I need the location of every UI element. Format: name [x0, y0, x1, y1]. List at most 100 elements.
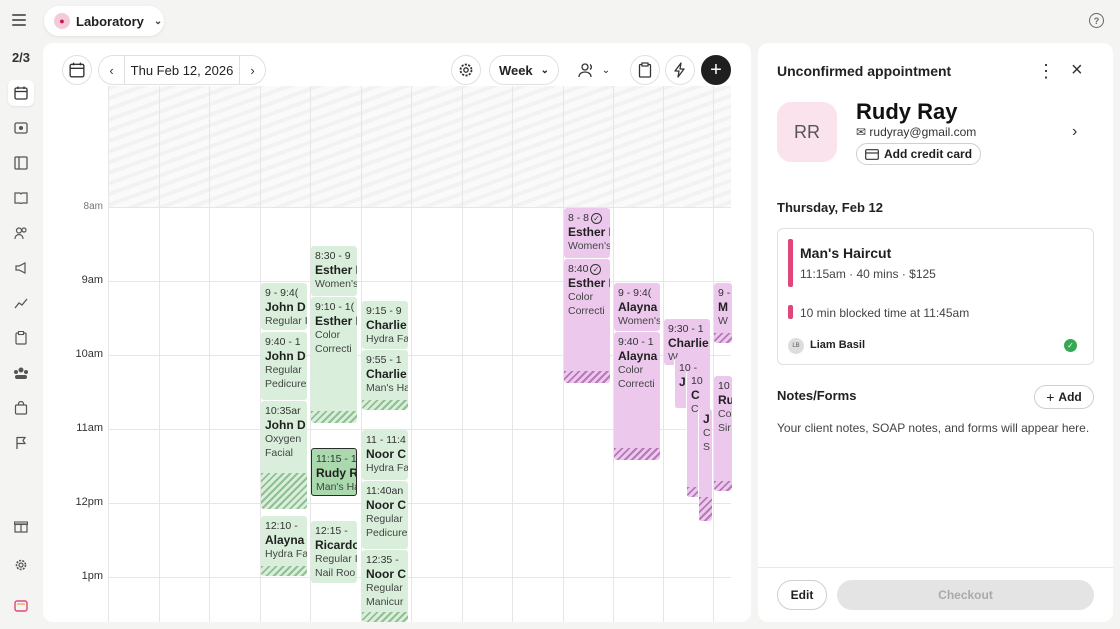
next-day-button[interactable]: › [238, 56, 265, 84]
date-navigator: ‹ Thu Feb 12, 2026 › [98, 55, 266, 85]
close-icon[interactable]: × [1071, 59, 1083, 81]
calendar-panel: ‹ Thu Feb 12, 2026 › Week ⌄ ⌄ + [43, 43, 751, 622]
notes-forms-title: Notes/Forms [777, 388, 857, 403]
divider [758, 567, 1113, 568]
service-color-bar [788, 239, 793, 287]
plus-icon: + [1046, 389, 1055, 405]
calendar-icon [69, 62, 85, 78]
closed-hours-area [108, 86, 731, 207]
panel-title: Unconfirmed appointment [777, 63, 952, 79]
client-email-text: rudyray@gmail.com [869, 125, 977, 139]
appointment-block[interactable]: 9:55 - 1 Charlie Man's Ha [362, 350, 408, 410]
staff-avatar: LB [788, 338, 804, 354]
time-label: 10am [75, 348, 103, 360]
appointment-block[interactable]: 9:10 - 1(Esther I Color Correcti [311, 297, 357, 423]
clients-icon[interactable] [8, 220, 34, 246]
step-counter: 2/3 [11, 50, 31, 65]
calendar-icon[interactable] [8, 80, 34, 106]
previous-day-button[interactable]: ‹ [99, 56, 125, 84]
blocked-time-bar [788, 305, 793, 319]
appointment-block[interactable]: 9:40 - 1 Alayna Color Correcti [614, 332, 660, 460]
appointment-block[interactable]: 10:35ar John D Oxygen Facial [261, 401, 307, 509]
notes-empty-state: Your client notes, SOAP notes, and forms… [777, 421, 1090, 435]
checkmark-icon: ✓ [591, 213, 603, 224]
time-label: 9am [81, 274, 103, 286]
appointment-block[interactable]: 9:30 - 1 Charlie W [664, 319, 710, 365]
edit-button[interactable]: Edit [777, 580, 827, 610]
appointment-block[interactable]: 9:15 - 9 Charlie Hydra Fa [362, 301, 408, 349]
appointment-block[interactable]: 11:40an Noor C Regular Pedicure [362, 481, 408, 549]
checkmark-icon: ✓ [590, 264, 602, 275]
add-credit-card-button[interactable]: Add credit card [856, 143, 982, 165]
settings-button[interactable] [451, 55, 481, 85]
chevron-down-icon: ⌄ [540, 64, 550, 76]
left-rail: 2/3 [0, 0, 42, 629]
appointment-block[interactable]: 8:30 - 9 Esther I Women's [311, 246, 357, 296]
staff-filter-button[interactable]: ⌄ [571, 55, 617, 85]
help-icon[interactable]: ? [1089, 13, 1104, 28]
clipboard-button[interactable] [630, 55, 660, 85]
chevron-down-icon: ⌄ [601, 64, 611, 76]
appointment-block[interactable]: 10 Ru Co Sir [714, 376, 732, 491]
megaphone-icon[interactable] [8, 255, 34, 281]
chevron-down-icon: ⌄ [153, 15, 163, 27]
service-card[interactable]: Man's Haircut 11:15am · 40 mins · $125 1… [777, 228, 1094, 365]
app-icon[interactable] [8, 593, 34, 619]
chevron-right-icon[interactable]: › [1072, 123, 1078, 140]
calendar-picker-button[interactable] [62, 55, 92, 85]
money-icon[interactable] [8, 115, 34, 141]
time-label: 1pm [81, 570, 103, 582]
book-icon[interactable] [8, 185, 34, 211]
time-label: 11am [76, 422, 103, 434]
service-name: Man's Haircut [800, 245, 892, 261]
add-credit-card-label: Add credit card [884, 147, 973, 161]
appointment-block[interactable]: 12:10 - Alayna Hydra Fa [261, 516, 307, 576]
service-details: 11:15am · 40 mins · $125 [800, 267, 936, 281]
appointment-block[interactable]: 9:40 - 1 John D Regular Pedicure [261, 332, 307, 400]
appointment-block[interactable]: 12:35 - Noor C Regular Manicur [362, 550, 408, 622]
quick-action-button[interactable] [665, 55, 695, 85]
appointment-block[interactable]: 9 - 9:4(Alayna Women's [614, 283, 660, 331]
appointment-block[interactable]: 11 - 11:4 Noor C Hydra Fa [362, 430, 408, 480]
checkout-button[interactable]: Checkout [837, 580, 1094, 610]
client-name[interactable]: Rudy Ray [856, 99, 958, 124]
appointment-block[interactable]: 9 - 9:4(John D Regular I [261, 283, 307, 330]
ledger-icon[interactable] [8, 150, 34, 176]
time-label: 8am [83, 201, 103, 212]
current-date[interactable]: Thu Feb 12, 2026 [130, 62, 234, 78]
appointment-block[interactable]: 8 - 8 ✓ Esther I Women's [564, 208, 610, 258]
appointment-block[interactable]: 12:15 - Ricardo Regular I Nail Roo [311, 521, 357, 583]
add-appointment-button[interactable]: + [701, 55, 731, 85]
bag-icon[interactable] [8, 395, 34, 421]
blocked-time: 10 min blocked time at 11:45am [800, 306, 970, 320]
chart-icon[interactable] [8, 290, 34, 316]
gift-icon[interactable] [8, 513, 34, 539]
client-email: ✉ rudyray@gmail.com [856, 125, 976, 139]
flag-icon[interactable] [8, 430, 34, 456]
time-label: 12pm [75, 496, 103, 508]
location-selector[interactable]: ● Laboratory ⌄ [44, 6, 164, 36]
clipboard-icon[interactable] [8, 325, 34, 351]
appointment-date: Thursday, Feb 12 [777, 200, 883, 215]
menu-icon[interactable] [12, 14, 26, 26]
week-grid[interactable]: 9 - 9:4(John D Regular I 9:40 - 1 John D Re… [108, 86, 732, 622]
confirmed-check-icon: ✓ [1064, 339, 1077, 352]
gear-icon [459, 63, 473, 77]
staff-icon [578, 63, 592, 78]
clipboard-icon [638, 62, 652, 78]
gear-icon[interactable] [8, 552, 34, 578]
more-options-icon[interactable]: ⋮ [1037, 61, 1055, 81]
staff-name: Liam Basil [810, 339, 866, 351]
add-note-button[interactable]: + Add [1034, 385, 1094, 409]
team-icon[interactable] [8, 360, 34, 386]
view-selector[interactable]: Week ⌄ [489, 55, 559, 85]
appointment-block[interactable]: 8:40 ✓ Esther I Color Correcti [564, 259, 610, 383]
client-avatar: RR [777, 102, 837, 162]
mail-icon: ✉ [856, 125, 867, 139]
user-icon: ● [54, 13, 70, 29]
lightning-icon [674, 62, 685, 78]
view-label: Week [498, 62, 533, 78]
